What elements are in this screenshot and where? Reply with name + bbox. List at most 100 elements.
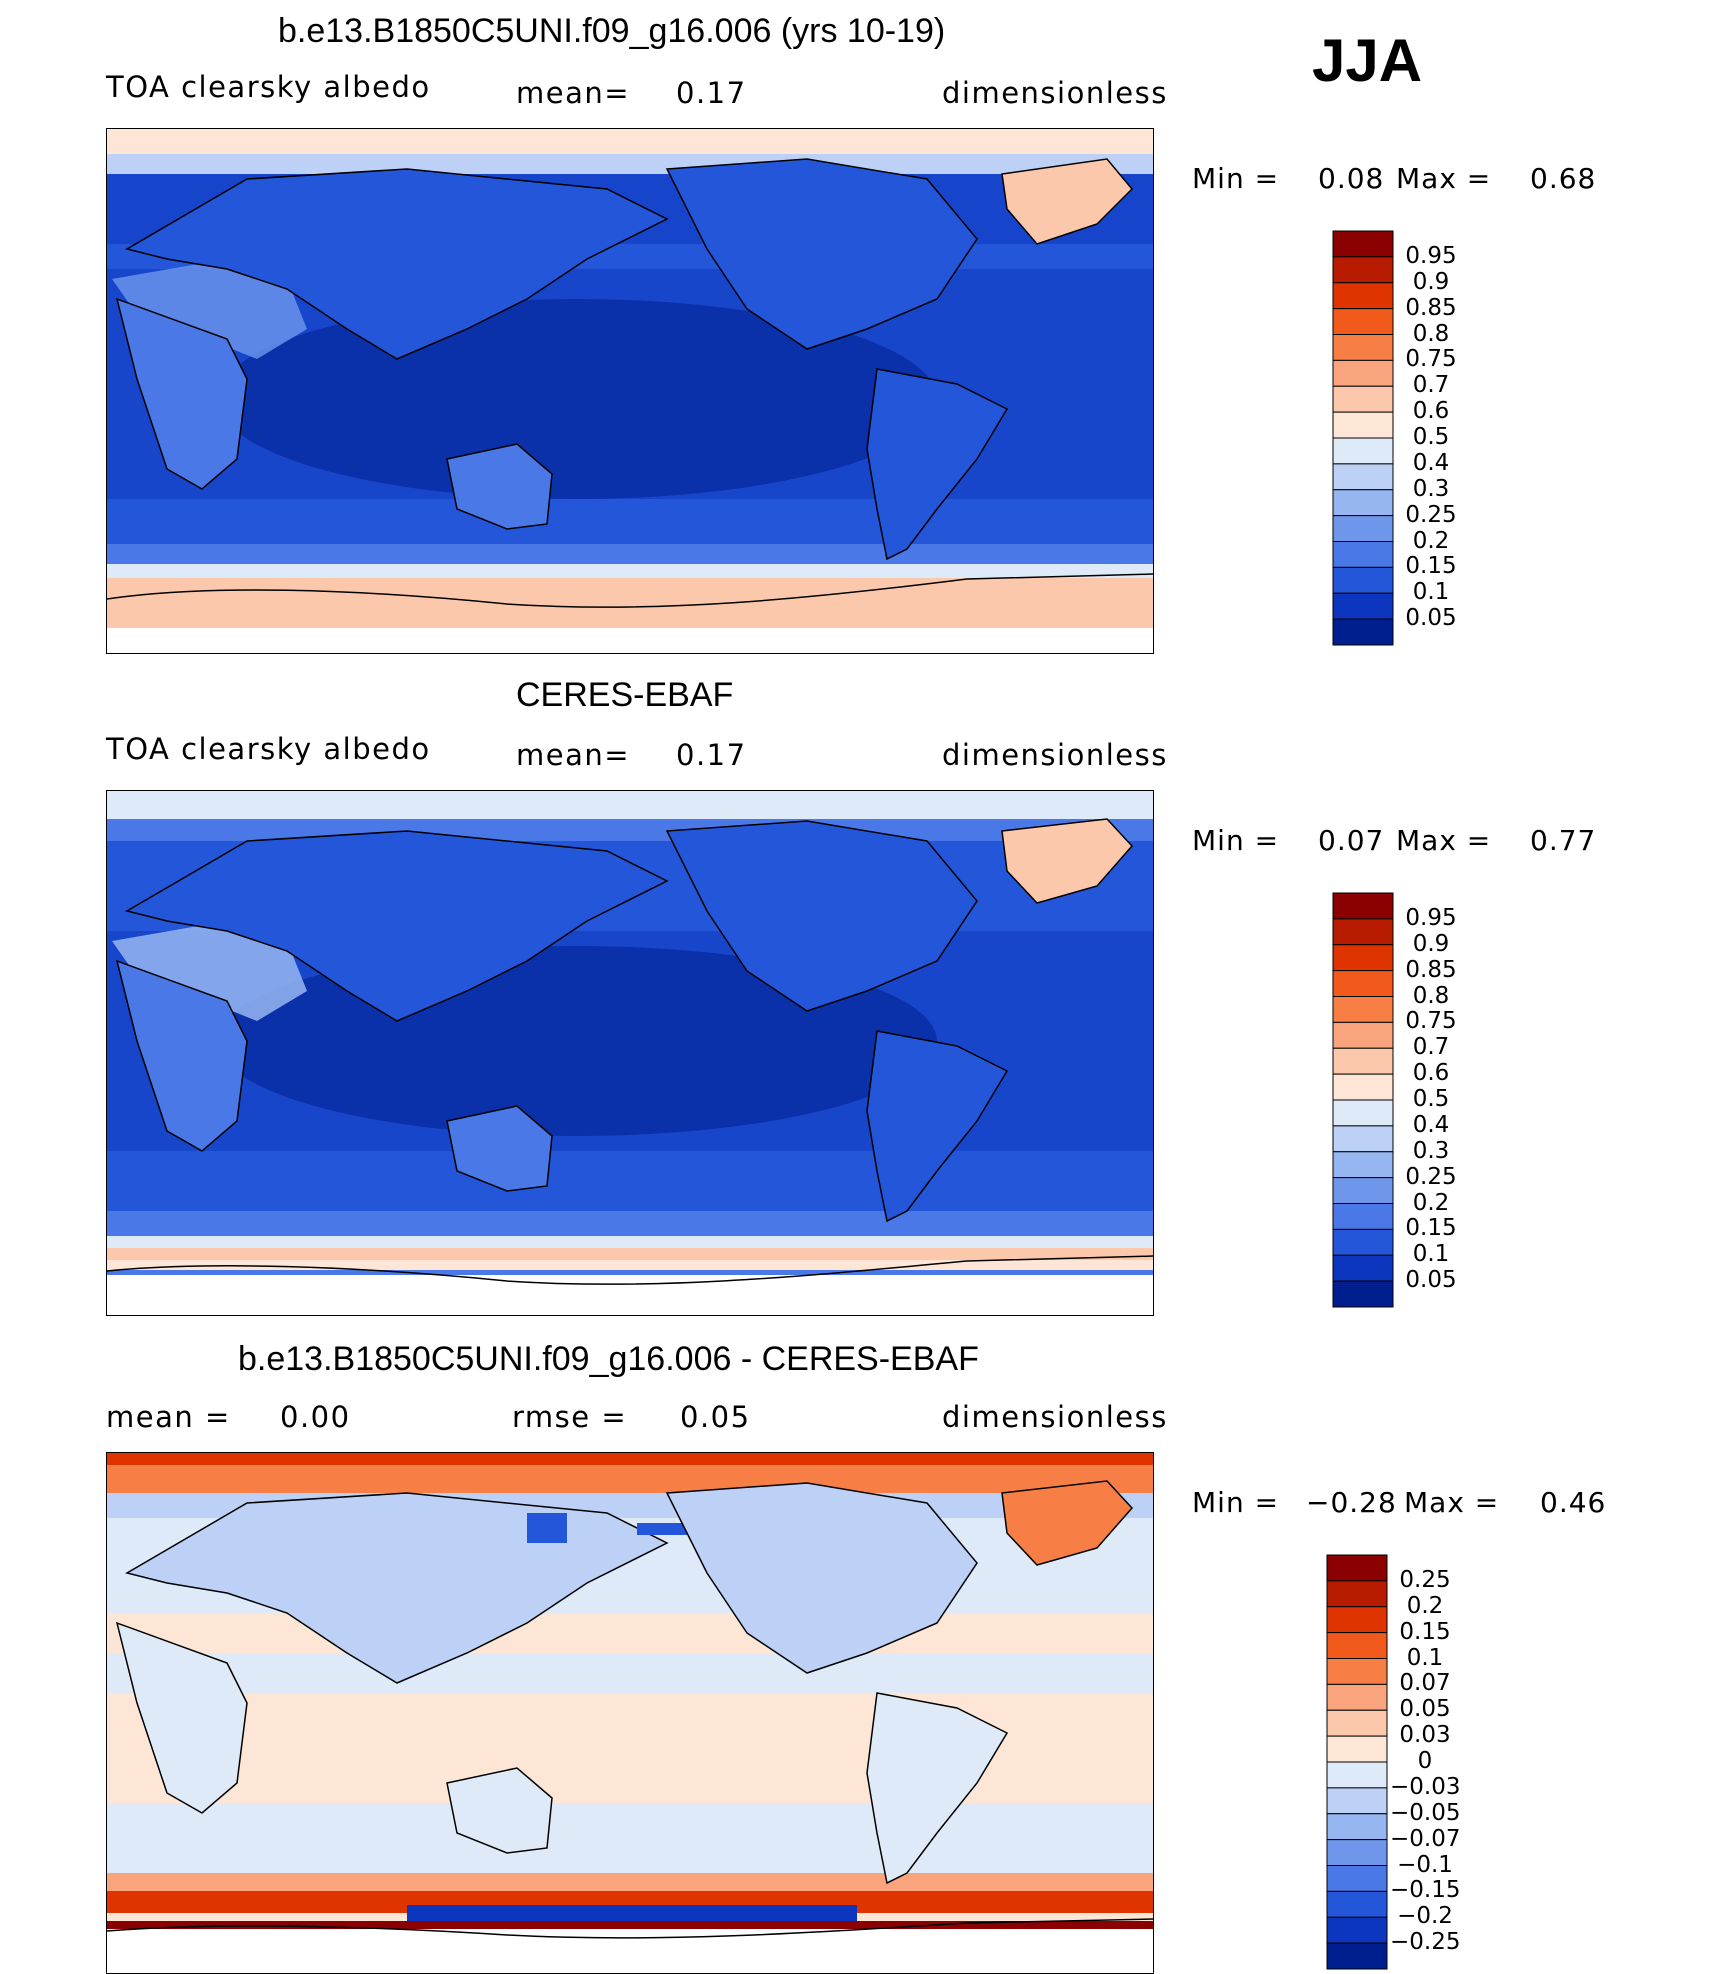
colorbar-swatch [1332, 566, 1394, 594]
colorbar-tick-label: 0.4 [1412, 449, 1450, 476]
panel3-min-value: −0.28 [1306, 1486, 1397, 1519]
colorbar-tick-label: −0.25 [1390, 1929, 1461, 1956]
panel1-mean-value: 0.17 [676, 76, 747, 110]
panel1-units: dimensionless [942, 76, 1168, 110]
panel3-map-svg [107, 1453, 1153, 1973]
panel1-max-label: Max = [1396, 162, 1492, 195]
colorbar-swatch [1332, 1203, 1394, 1230]
colorbar-swatch [1326, 1916, 1388, 1944]
colorbar-tick-label: −0.03 [1390, 1773, 1461, 1800]
colorbar-swatch [1332, 1021, 1394, 1049]
colorbar-swatch [1332, 944, 1394, 972]
colorbar-swatch [1326, 1735, 1388, 1763]
colorbar-tick-label: 0.8 [1412, 320, 1450, 347]
panel1-min-label: Min = [1192, 162, 1280, 195]
colorbar-swatch [1326, 1683, 1388, 1711]
colorbar-tick-label: 0.3 [1412, 1137, 1450, 1164]
colorbar-tick-label: 0.6 [1412, 1060, 1450, 1087]
panel2-units: dimensionless [942, 738, 1168, 772]
colorbar-tick-label: 0.8 [1412, 982, 1450, 1009]
panel2-min-label: Min = [1192, 824, 1280, 857]
colorbar-tick-label: −0.07 [1390, 1825, 1461, 1852]
panel3-colorbar-swatches [1326, 1554, 1388, 1970]
colorbar-swatch [1326, 1632, 1388, 1659]
colorbar-tick-label: 0.7 [1412, 1034, 1450, 1061]
colorbar-swatch [1332, 463, 1394, 491]
colorbar-tick-label: 0.05 [1399, 1696, 1451, 1723]
colorbar-tick-label: 0.5 [1412, 1086, 1450, 1112]
colorbar-tick-label: 0.07 [1399, 1670, 1451, 1697]
colorbar-tick-label: 0.95 [1405, 904, 1457, 931]
colorbar-tick-label: −0.1 [1397, 1851, 1453, 1878]
colorbar-swatch [1326, 1606, 1388, 1634]
panel1-max-value: 0.68 [1530, 162, 1597, 195]
colorbar-swatch [1332, 411, 1394, 439]
panel1-colorbar: 0.95 0.9 0.85 0.8 0.75 0.7 0.6 0.5 0.4 0.3 0.25 0.2… [1332, 230, 1472, 646]
colorbar-swatch [1326, 1761, 1388, 1789]
colorbar-tick-label: 0.5 [1412, 424, 1450, 450]
colorbar-swatch [1332, 918, 1394, 946]
panel1-map [106, 128, 1154, 654]
colorbar-swatch [1332, 437, 1394, 465]
colorbar-tick-label: 0.75 [1405, 346, 1457, 373]
colorbar-tick-label: 0.9 [1412, 268, 1450, 295]
colorbar-tick-label: 0.05 [1405, 605, 1457, 632]
colorbar-swatch [1332, 282, 1394, 310]
panel2-title: CERES-EBAF [516, 676, 734, 714]
colorbar-tick-label: 0.05 [1405, 1267, 1457, 1294]
colorbar-swatch [1332, 1125, 1394, 1153]
panel3-mean-label: mean = [106, 1400, 231, 1434]
colorbar-tick-label: 0.85 [1405, 956, 1457, 983]
colorbar-swatch [1332, 385, 1394, 413]
panel3-units: dimensionless [942, 1400, 1168, 1434]
panel3-mean-value: 0.00 [280, 1400, 351, 1434]
panel3-rmse-value: 0.05 [680, 1400, 751, 1434]
colorbar-swatch [1332, 1151, 1394, 1179]
colorbar-swatch [1332, 996, 1394, 1023]
panel3-map [106, 1452, 1154, 1974]
colorbar-swatch [1332, 1228, 1394, 1256]
colorbar-swatch [1332, 592, 1394, 620]
panel3-title: b.e13.B1850C5UNI.f09_g16.006 - CERES-EBA… [238, 1340, 979, 1378]
colorbar-swatch [1332, 1047, 1394, 1075]
panel2-colorbar-swatches [1332, 892, 1394, 1308]
colorbar-swatch [1332, 618, 1394, 646]
colorbar-swatch [1326, 1890, 1388, 1918]
panel2-mean-value: 0.17 [676, 738, 747, 772]
panel2-mean-label: mean= [516, 738, 631, 772]
colorbar-tick-label: 0.85 [1405, 294, 1457, 321]
colorbar-swatch [1326, 1554, 1388, 1582]
colorbar-tick-label: 0.15 [1399, 1618, 1451, 1645]
panel1-mean-label: mean= [516, 76, 631, 110]
colorbar-swatch [1326, 1580, 1388, 1608]
panel1-colorbar-swatches [1332, 230, 1394, 646]
colorbar-tick-label: 0.7 [1412, 372, 1450, 399]
colorbar-swatch [1332, 334, 1394, 361]
colorbar-swatch [1326, 1658, 1388, 1685]
panel2-colorbar: 0.95 0.9 0.85 0.8 0.75 0.7 0.6 0.5 0.4 0.3 0.25 0.2… [1332, 892, 1472, 1308]
colorbar-tick-label: 0.15 [1405, 1215, 1457, 1242]
colorbar-swatch [1332, 489, 1394, 517]
colorbar-swatch [1326, 1709, 1388, 1737]
colorbar-tick-label: 0.1 [1406, 1644, 1444, 1671]
panel3-min-label: Min = [1192, 1486, 1280, 1519]
colorbar-tick-label: 0.4 [1412, 1111, 1450, 1138]
colorbar-tick-label: 0.2 [1412, 1189, 1450, 1216]
colorbar-tick-label: 0.9 [1412, 930, 1450, 957]
panel1-map-svg [107, 129, 1153, 653]
colorbar-swatch [1326, 1865, 1388, 1892]
colorbar-swatch [1332, 359, 1394, 387]
panel3-rmse-label: rmse = [512, 1400, 628, 1434]
colorbar-tick-label: −0.2 [1397, 1903, 1453, 1930]
colorbar-tick-label: 0.15 [1405, 553, 1457, 580]
panel1-title: b.e13.B1850C5UNI.f09_g16.006 (yrs 10-19) [278, 12, 946, 50]
colorbar-swatch [1332, 970, 1394, 997]
colorbar-swatch [1332, 1177, 1394, 1204]
colorbar-tick-label: 0.95 [1405, 242, 1457, 269]
colorbar-tick-label: 0.2 [1406, 1592, 1444, 1619]
panel3-colorbar: 0.25 0.2 0.15 0.1 0.07 0.05 0.03 0 −0.03 −0.05 −0.… [1326, 1554, 1466, 1970]
colorbar-swatch [1332, 1099, 1394, 1127]
colorbar-swatch [1332, 1073, 1394, 1101]
colorbar-swatch [1332, 515, 1394, 542]
panel3-max-label: Max = [1404, 1486, 1500, 1519]
